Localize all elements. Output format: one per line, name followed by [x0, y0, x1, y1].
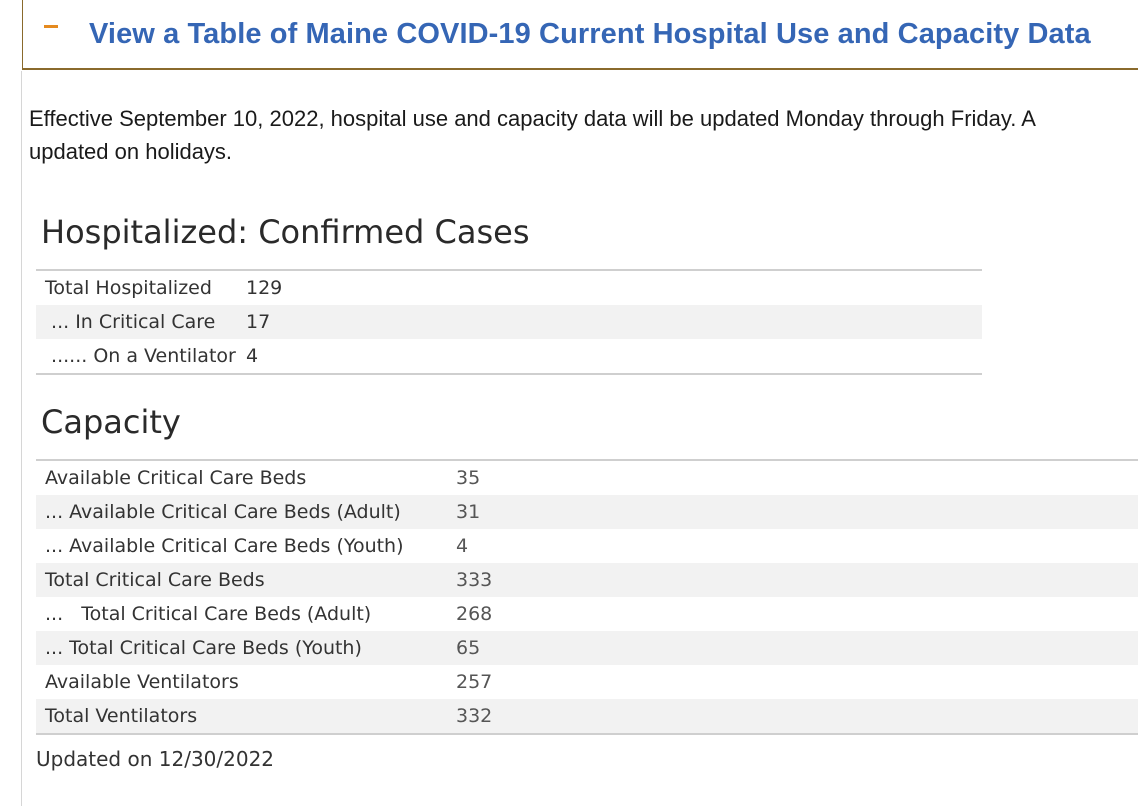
notice-line-2: updated on holidays.: [29, 139, 233, 164]
row-value: 17: [246, 311, 271, 333]
table-row: Total Critical Care Beds 333: [36, 563, 1138, 597]
row-label: Total Hospitalized: [45, 277, 212, 299]
row-label: Total Ventilators: [45, 705, 198, 727]
panel-border: [21, 71, 22, 806]
table-row: Available Critical Care Beds 35: [36, 461, 1138, 495]
updated-timestamp: Updated on 12/30/2022: [36, 747, 275, 771]
row-label: Total Critical Care Beds: [45, 569, 265, 591]
table-row: Available Ventilators 257: [36, 665, 1138, 699]
row-value: 65: [456, 637, 481, 659]
row-value: 35: [456, 467, 481, 489]
update-notice: Effective September 10, 2022, hospital u…: [29, 102, 1138, 168]
table-row: ... In Critical Care 17: [36, 305, 982, 339]
minus-icon[interactable]: [44, 25, 58, 28]
row-label: ... Available Critical Care Beds (Youth): [45, 535, 404, 557]
hospitalized-title: Hospitalized: Confirmed Cases: [41, 213, 530, 251]
row-value: 129: [246, 277, 283, 299]
capacity-table: Available Critical Care Beds 35 ... Avai…: [36, 459, 1138, 735]
row-label: ... Available Critical Care Beds (Adult): [45, 501, 401, 523]
row-value: 257: [456, 671, 493, 693]
row-label: ... In Critical Care: [45, 311, 216, 333]
table-row: Total Ventilators 332: [36, 699, 1138, 733]
table-row: ... Available Critical Care Beds (Adult)…: [36, 495, 1138, 529]
row-label: ... Total Critical Care Beds (Adult): [45, 603, 372, 625]
row-value: 4: [456, 535, 469, 557]
notice-line-1: Effective September 10, 2022, hospital u…: [29, 106, 1036, 131]
table-row: Total Hospitalized 129: [36, 271, 982, 305]
table-row: ... Total Critical Care Beds (Adult) 268: [36, 597, 1138, 631]
row-label: Available Ventilators: [45, 671, 239, 693]
accordion-header[interactable]: View a Table of Maine COVID-19 Current H…: [22, 0, 1138, 70]
row-value: 4: [246, 345, 259, 367]
accordion-title[interactable]: View a Table of Maine COVID-19 Current H…: [89, 18, 1091, 50]
table-row: ... Available Critical Care Beds (Youth)…: [36, 529, 1138, 563]
capacity-title: Capacity: [41, 403, 181, 441]
row-value: 333: [456, 569, 493, 591]
table-row: ...... On a Ventilator 4: [36, 339, 982, 373]
row-label: ...... On a Ventilator: [45, 345, 236, 367]
row-label: ... Total Critical Care Beds (Youth): [45, 637, 362, 659]
row-label: Available Critical Care Beds: [45, 467, 307, 489]
row-value: 268: [456, 603, 493, 625]
row-value: 31: [456, 501, 481, 523]
row-value: 332: [456, 705, 493, 727]
hospitalized-table: Total Hospitalized 129 ... In Critical C…: [36, 269, 982, 375]
table-row: ... Total Critical Care Beds (Youth) 65: [36, 631, 1138, 665]
